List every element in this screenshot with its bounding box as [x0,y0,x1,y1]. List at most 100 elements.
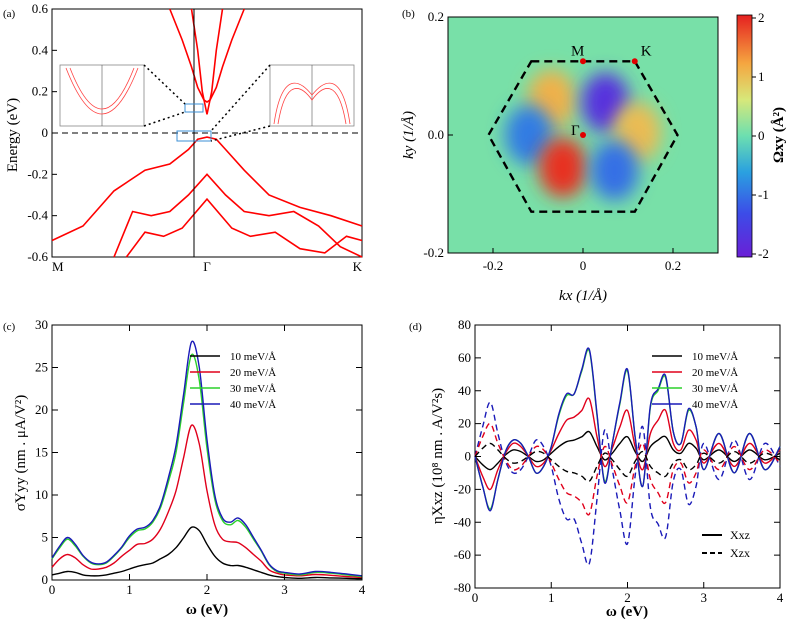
d-ytick-label-4: 0 [465,449,472,464]
inset-right-band-1 [273,82,351,125]
panel-a-y-title: Energy (eV) [5,98,21,172]
a-ytick-label-3: 0 [42,125,49,140]
d-ytick-label-3: 20 [458,416,471,431]
point-label-1: K [641,43,652,59]
zoom-box-valence [176,130,212,142]
b-xtick-label-2: 0.2 [665,258,681,273]
panel-c-label: (c) [3,321,16,333]
panel-a-series [51,8,363,258]
band-line-3 [113,173,363,258]
panel-b-label: (b) [402,8,415,20]
panel-b-y-title: ky (1/Å) [401,111,417,159]
b-ytick-label-1: 0.0 [428,127,444,142]
d-legend-label-3: 40 meV/Å [692,399,738,411]
d-legend-label-1: 20 meV/Å [692,367,738,379]
d-series-line-5 [474,422,781,516]
panel-d-style-legend: Xxz Xzx [702,528,750,560]
heatmap-lobes [505,69,661,201]
c-series-line-1 [51,424,363,579]
panel-b-berry-curvature: (b) M K Γ -0.2 0 0.2 0.2 0.0 -0.2 kx (1/Å) ky … [401,8,787,304]
point-marker-2 [580,132,586,138]
panel-b-y-ticks: 0.2 0.0 -0.2 [423,9,453,260]
panel-a-band-structure: (a) 0.6 0.4 0.2 0 -0.2 -0.4 -0.6 M Γ K Energy (e… [3,1,363,274]
panel-d-eta: (d) 80 60 40 20 0 -20 -40 -60 -80 0 1 2 3 4 10 meV/Å… [409,317,784,620]
cbar-tick-label-4: -2 [758,246,769,261]
c-ytick-label-0: 0 [42,572,49,587]
a-ytick-label-0: 0.6 [32,1,49,16]
c-ytick-label-4: 20 [35,402,48,417]
zoom-box-conduction [184,103,204,113]
colorbar-title: Ωxy (Å²) [771,107,787,163]
colorbar [736,14,753,258]
panel-d-series [474,347,781,566]
a-ytick-label-2: 0.2 [32,84,48,99]
band-line-2 [51,136,363,242]
d-style-legend-label-1: Xzx [730,546,750,560]
b-ytick-label-0: 0.2 [428,9,444,24]
zoom-connector-4 [210,125,271,142]
a-ytick-label-5: -0.4 [27,208,48,223]
d-ytick-label-2: 40 [458,383,471,398]
inset-left-band-1 [65,67,139,115]
inset-left [59,64,145,127]
a-xtick-label-0: M [52,259,64,274]
d-ytick-label-8: -80 [454,580,471,595]
panel-c-x-ticks: 0 1 2 3 4 [49,325,366,597]
b-ytick-label-2: -0.2 [423,245,444,260]
d-legend-label-0: 10 meV/Å [692,351,738,363]
c-legend-label-0: 10 meV/Å [230,351,276,363]
d-xtick-label-1: 1 [548,590,555,605]
panel-c-y-title: σYyy (nm . μA/V²) [13,395,29,511]
c-xtick-label-0: 0 [49,582,56,597]
c-series-line-0 [51,526,363,580]
a-xtick-label-1: Γ [203,259,211,274]
d-series-line-0 [474,430,781,471]
panel-a-label: (a) [3,8,16,20]
d-legend-label-2: 30 meV/Å [692,383,738,395]
a-ytick-label-1: 0.4 [32,42,49,57]
panel-c-series [51,340,363,580]
c-legend-label-1: 20 meV/Å [230,367,276,379]
d-xtick-label-3: 3 [701,590,708,605]
c-xtick-label-4: 4 [359,582,366,597]
panel-d-y-title: ηXxz (10⁸ nm . A/V²s) [430,388,446,524]
panel-d-label: (d) [409,321,422,333]
panel-c-conductivity: (c) 0 5 10 15 20 25 30 0 1 2 3 4 10 meV/Å 20 meV/Å 3… [3,317,366,618]
point-label-2: Γ [571,123,580,139]
c-ytick-label-2: 10 [35,487,48,502]
curvature-lobe-5 [590,140,639,201]
c-ytick-label-3: 15 [35,445,48,460]
point-label-0: M [571,43,584,59]
d-ytick-label-5: -20 [454,481,471,496]
c-ytick-label-1: 5 [42,530,49,545]
c-legend-label-3: 40 meV/Å [230,399,276,411]
cbar-tick-label-1: 1 [758,69,765,84]
c-ytick-label-5: 25 [35,360,48,375]
d-series-line-4 [474,401,781,566]
c-xtick-label-1: 1 [126,582,133,597]
b-xtick-label-0: -0.2 [483,258,504,273]
brillouin-zone-hexagon [487,60,679,213]
high-symmetry-points: M K Γ [571,43,652,139]
point-marker-0 [580,58,586,65]
d-ytick-label-6: -40 [454,514,471,529]
a-ytick-label-6: -0.6 [27,249,48,264]
band-line-1 [190,8,224,115]
panel-d-x-ticks: 0 1 2 3 4 [472,325,784,605]
point-marker-1 [631,58,638,65]
d-ytick-label-1: 60 [458,350,471,365]
panel-c-legend: 10 meV/Å 20 meV/Å 30 meV/Å 40 meV/Å [190,351,276,411]
a-ytick-label-4: -0.2 [27,166,48,181]
d-xtick-label-2: 2 [624,590,631,605]
inset-right [269,64,355,127]
band-line-4 [125,197,363,258]
panel-d-x-title: ω (eV) [606,604,648,620]
cbar-tick-label-3: -1 [758,187,769,202]
curvature-lobe-4 [538,137,587,198]
c-ytick-label-6: 30 [35,317,48,332]
hexagon-path [487,60,679,213]
zoom-connector-1 [143,64,186,105]
d-series-line-3 [474,347,781,512]
panel-d-legend: 10 meV/Å 20 meV/Å 30 meV/Å 40 meV/Å [652,351,738,411]
